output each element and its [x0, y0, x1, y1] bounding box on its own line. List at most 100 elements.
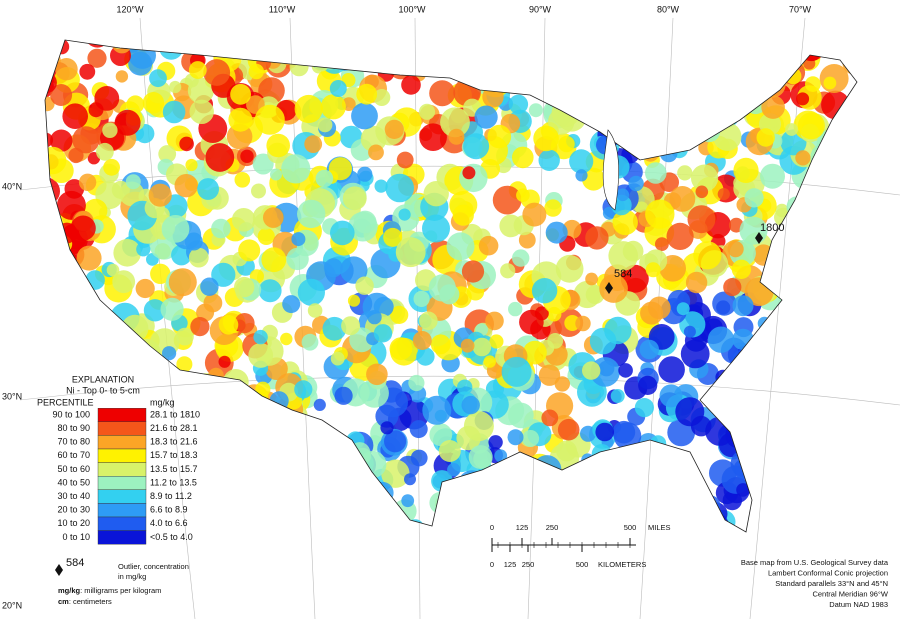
map-cell: [610, 488, 641, 519]
map-cell: [666, 110, 683, 127]
map-cell: [333, 47, 357, 71]
map-cell: [234, 172, 251, 188]
scale-label: 500: [576, 560, 589, 569]
map-cell: [45, 278, 61, 301]
map-cell: [390, 305, 409, 324]
legend-swatch: [97, 530, 147, 545]
map-cell: [569, 149, 594, 174]
map-cell: [452, 204, 474, 226]
map-cell: [50, 129, 73, 152]
map-cell: [760, 346, 784, 369]
map-cell: [821, 318, 837, 333]
map-cell: [133, 363, 146, 376]
map-cell: [437, 40, 457, 58]
map-cell: [650, 435, 667, 452]
map-cell: [644, 66, 658, 79]
legend-subtitle: Ni - Top 0- to 5-cm: [66, 385, 140, 395]
map-cell: [797, 112, 825, 140]
map-cell: [353, 210, 377, 234]
map-cell: [399, 519, 414, 532]
map-cell: [655, 237, 669, 252]
map-cell: [555, 254, 584, 283]
legend-header: PERCENTILE: [37, 397, 94, 407]
map-cell: [589, 488, 613, 513]
map-cell: [310, 44, 326, 60]
map-cell: [573, 482, 587, 496]
map-cell: [507, 429, 524, 446]
map-cell: [794, 521, 819, 532]
map-cell: [440, 40, 460, 45]
map-cell: [772, 56, 794, 78]
map-cell: [250, 418, 276, 444]
map-cell: [320, 482, 342, 503]
map-cell: [188, 247, 209, 268]
map-cell: [638, 375, 658, 395]
outlier-marker: [55, 564, 63, 576]
legend-range: 4.0 to 6.6: [150, 518, 188, 528]
map-cell: [777, 363, 801, 387]
map-cell: [187, 77, 214, 104]
map-cell: [803, 299, 833, 329]
legend-swatch: [97, 448, 147, 463]
map-cell: [538, 149, 560, 171]
map-cell: [790, 471, 804, 486]
legend-swatch: [97, 462, 147, 477]
map-cell: [121, 314, 149, 342]
map-cell: [373, 43, 393, 62]
map-cell: [317, 117, 333, 133]
map-cell: [826, 367, 849, 391]
map-cell: [74, 306, 99, 331]
map-cell: [825, 439, 843, 457]
scale-label: 125: [516, 523, 529, 532]
map-cell: [500, 263, 516, 279]
map-cell: [384, 119, 404, 139]
map-cell: [833, 415, 856, 438]
map-cell: [321, 41, 338, 58]
map-cell: [474, 105, 498, 129]
map-cell: [752, 244, 775, 266]
map-cell: [835, 283, 852, 300]
map-cell: [781, 263, 796, 278]
map-cell: [588, 52, 617, 81]
map-cell: [286, 247, 309, 271]
outlier-text: Outlier, concentration: [118, 562, 189, 571]
legend-percentile: 50 to 60: [57, 464, 90, 474]
map-cell: [831, 316, 846, 331]
map-cell: [51, 331, 65, 345]
map-cell: [735, 422, 757, 443]
map-cell: [313, 398, 326, 411]
map-cell: [693, 501, 709, 516]
map-cell: [161, 215, 190, 243]
map-cell: [141, 349, 158, 366]
map-cell: [458, 470, 486, 498]
map-cell: [404, 473, 416, 486]
map-cell: [45, 465, 49, 482]
map-cell: [274, 499, 304, 529]
map-cell: [760, 163, 785, 189]
map-cell: [88, 102, 104, 118]
map-cell: [489, 334, 504, 349]
map-cell: [782, 268, 809, 295]
map-cell: [428, 274, 456, 302]
map-cell: [332, 48, 345, 62]
map-cell: [203, 389, 220, 406]
legend-swatch: [97, 476, 147, 491]
map-cell: [525, 66, 545, 87]
map-cell: [585, 490, 604, 509]
scale-label: 250: [546, 523, 559, 532]
map-cell: [830, 507, 857, 532]
map-cell: [400, 40, 426, 64]
map-cell: [792, 417, 807, 432]
map-cell: [459, 163, 488, 193]
map-cell: [751, 513, 770, 531]
map-cell: [290, 524, 305, 532]
map-cell: [700, 47, 727, 73]
map-cell: [430, 334, 451, 355]
map-cell: [47, 271, 61, 285]
map-cell: [599, 274, 628, 303]
map-cell: [207, 442, 222, 457]
map-cell: [76, 347, 96, 366]
map-cell: [126, 95, 145, 114]
map-cell: [321, 40, 347, 52]
map-cell: [251, 424, 267, 439]
